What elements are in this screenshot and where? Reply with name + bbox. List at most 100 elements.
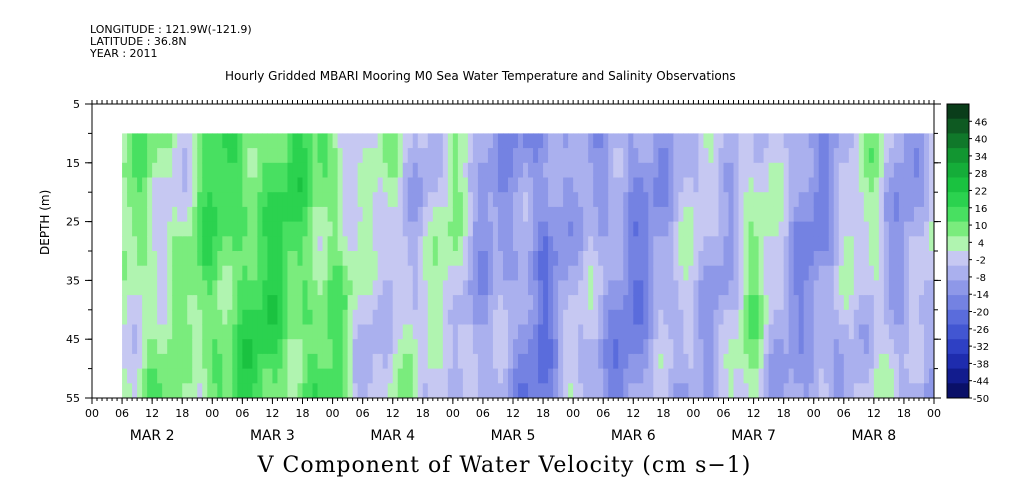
heatmap-cell bbox=[678, 221, 684, 237]
heatmap-cell bbox=[573, 368, 579, 384]
heatmap-cell bbox=[763, 383, 770, 398]
heatmap-cell bbox=[778, 133, 785, 149]
heatmap-cell bbox=[192, 221, 198, 237]
heatmap-cell bbox=[362, 177, 369, 193]
heatmap-cell bbox=[878, 148, 885, 164]
heatmap-cell bbox=[417, 309, 424, 326]
heatmap-cell bbox=[152, 148, 158, 164]
heatmap-cell bbox=[773, 383, 780, 398]
heatmap-cell bbox=[793, 236, 800, 252]
heatmap-cell bbox=[272, 192, 279, 208]
heatmap-cell bbox=[578, 339, 584, 355]
heatmap-cell bbox=[518, 295, 524, 311]
heatmap-cell bbox=[798, 280, 805, 296]
heatmap-cell bbox=[317, 383, 324, 398]
heatmap-cell bbox=[693, 177, 700, 193]
heatmap-cell bbox=[613, 177, 619, 193]
heatmap-cell bbox=[548, 280, 554, 296]
heatmap-cell bbox=[653, 236, 659, 252]
heatmap-cell bbox=[598, 324, 604, 340]
heatmap-cell bbox=[402, 192, 409, 208]
heatmap-cell bbox=[417, 353, 424, 370]
heatmap-cell bbox=[487, 148, 494, 164]
heatmap-cell bbox=[583, 236, 589, 252]
heatmap-cell bbox=[312, 339, 319, 355]
heatmap-cell bbox=[683, 221, 690, 237]
heatmap-cell bbox=[447, 133, 454, 149]
heatmap-cell bbox=[618, 383, 624, 398]
heatmap-cell bbox=[678, 309, 684, 326]
heatmap-cell bbox=[462, 309, 469, 326]
heatmap-cell bbox=[292, 236, 299, 252]
heatmap-cell bbox=[147, 324, 153, 340]
heatmap-cell bbox=[322, 236, 329, 252]
heatmap-cell bbox=[568, 265, 574, 281]
heatmap-cell bbox=[447, 339, 454, 355]
heatmap-cell bbox=[538, 265, 544, 281]
heatmap-cell bbox=[167, 236, 173, 252]
heatmap-cell bbox=[437, 309, 444, 326]
heatmap-cell bbox=[232, 265, 238, 281]
heatmap-cell bbox=[127, 324, 133, 340]
heatmap-cell bbox=[908, 236, 915, 252]
heatmap-cell bbox=[758, 192, 765, 208]
heatmap-cell bbox=[628, 148, 634, 164]
heatmap-cell bbox=[212, 383, 218, 398]
heatmap-cell bbox=[242, 162, 248, 179]
colorbar-swatch bbox=[947, 133, 969, 149]
heatmap-cell bbox=[843, 280, 850, 296]
heatmap-cell bbox=[392, 353, 399, 370]
heatmap-cell bbox=[357, 368, 364, 384]
heatmap-cell bbox=[813, 383, 820, 398]
heatmap-cell bbox=[412, 295, 419, 311]
heatmap-cell bbox=[768, 148, 775, 164]
heatmap-cell bbox=[723, 383, 730, 398]
heatmap-cell bbox=[257, 251, 263, 267]
heatmap-cell bbox=[277, 383, 284, 398]
heatmap-cell bbox=[828, 162, 835, 179]
colorbar-frame bbox=[946, 103, 970, 399]
heatmap-cell bbox=[658, 295, 664, 311]
heatmap-cell bbox=[668, 206, 674, 223]
heatmap-cell bbox=[693, 265, 700, 281]
heatmap-cell bbox=[743, 221, 750, 237]
heatmap-cell bbox=[668, 383, 674, 398]
heatmap-cell bbox=[843, 177, 850, 193]
heatmap-cell bbox=[768, 206, 775, 223]
heatmap-cell bbox=[763, 280, 770, 296]
heatmap-cell bbox=[868, 251, 875, 267]
x-hour-tick-label: 06 bbox=[717, 407, 731, 420]
heatmap-cell bbox=[152, 280, 158, 296]
heatmap-cell bbox=[903, 177, 910, 193]
x-hour-tick-label: 18 bbox=[777, 407, 791, 420]
heatmap-cell bbox=[648, 353, 654, 370]
heatmap-cell bbox=[127, 148, 133, 164]
heatmap-cell bbox=[673, 206, 679, 223]
heatmap-cell bbox=[292, 295, 299, 311]
heatmap-cell bbox=[783, 177, 790, 193]
heatmap-cell bbox=[397, 280, 404, 296]
heatmap-cell bbox=[738, 265, 745, 281]
heatmap-cell bbox=[232, 383, 238, 398]
heatmap-cell bbox=[758, 339, 765, 355]
heatmap-cell bbox=[347, 309, 354, 326]
heatmap-cell bbox=[728, 251, 735, 267]
heatmap-cell bbox=[833, 280, 840, 296]
heatmap-cell bbox=[142, 383, 148, 398]
heatmap-cell bbox=[718, 383, 725, 398]
heatmap-cell bbox=[643, 162, 649, 179]
heatmap-cell bbox=[588, 148, 594, 164]
heatmap-cell bbox=[377, 339, 384, 355]
heatmap-cell bbox=[127, 236, 133, 252]
heatmap-cell bbox=[918, 251, 925, 267]
heatmap-cell bbox=[392, 192, 399, 208]
heatmap-cell bbox=[367, 162, 374, 179]
heatmap-cell bbox=[643, 265, 649, 281]
heatmap-cell bbox=[858, 251, 865, 267]
heatmap-cell bbox=[477, 295, 484, 311]
heatmap-cell bbox=[442, 236, 449, 252]
heatmap-cell bbox=[142, 295, 148, 311]
heatmap-cell bbox=[918, 383, 925, 398]
heatmap-cell bbox=[918, 324, 925, 340]
heatmap-cell bbox=[237, 192, 243, 208]
